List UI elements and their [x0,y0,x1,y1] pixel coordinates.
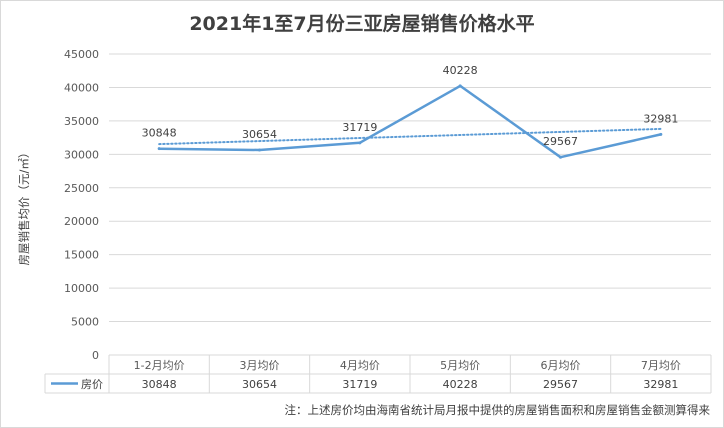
data-label: 40228 [443,64,478,77]
y-tick-label: 30000 [64,148,99,161]
y-tick-label: 0 [92,349,99,362]
x-category-label: 7月均价 [641,359,681,372]
series-line-house-price [159,84,662,159]
data-label: 30654 [242,128,277,141]
trendline-layer [158,127,662,146]
table-value: 29567 [543,378,578,391]
data-label: 31719 [342,121,377,134]
gridlines [109,53,711,356]
footnote: 注：上述房价均由海南省统计局月报中提供的房屋销售面积和房屋销售金额测算得来 [285,403,711,417]
data-label: 32981 [643,112,678,125]
data-label: 30848 [142,127,177,140]
chart-title: 2021年1至7月份三亚房屋销售价格水平 [189,12,534,35]
table-value: 40228 [443,378,478,391]
data-label-layer: 30848 30654 31719 40228 29567 32981 [142,64,679,148]
data-label: 29567 [543,135,578,148]
y-tick-label: 20000 [64,215,99,228]
y-axis-label: 房屋销售均价（元/㎡） [17,147,31,266]
data-point [258,148,261,152]
y-tick-label: 5000 [71,316,99,329]
table-value: 30848 [142,378,177,391]
data-point [659,132,663,136]
x-category-label: 4月均价 [340,359,380,372]
y-tick-label: 45000 [64,48,99,61]
data-point [358,141,362,145]
y-tick-label: 10000 [64,282,99,295]
data-point [458,84,462,88]
y-tick-label: 15000 [64,249,99,262]
data-table: 1-2月均价 3月均价 4月均价 5月均价 6月均价 7月均价 30848 30654 3171… [44,355,712,394]
y-tick-label: 35000 [64,115,99,128]
table-value: 30654 [242,378,277,391]
x-category-label: 1-2月均价 [134,359,185,372]
x-category-label: 5月均价 [440,359,480,372]
y-axis-ticks: 0 5000 10000 15000 20000 25000 30000 35000 40000… [64,48,99,362]
data-point [157,147,161,151]
series-layer [157,84,663,159]
table-value: 31719 [342,378,377,391]
legend-label: 房价 [81,378,103,391]
y-tick-label: 40000 [64,81,99,94]
x-category-label: 6月均价 [541,359,581,372]
x-category-label: 3月均价 [240,359,280,372]
data-point [559,155,562,159]
y-tick-label: 25000 [64,182,99,195]
trendline [158,127,662,146]
table-value: 32981 [643,378,678,391]
